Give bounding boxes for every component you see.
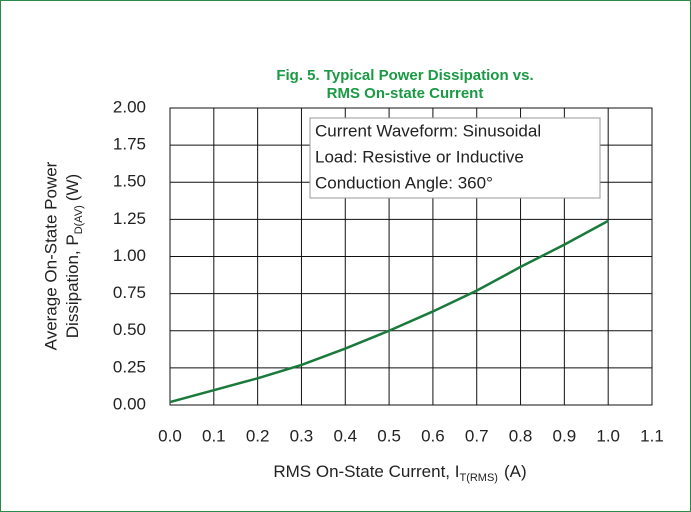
y-tick-label: 1.75: [113, 135, 146, 154]
x-tick-label: 0.9: [553, 426, 577, 445]
x-tick-label: 0.8: [509, 426, 533, 445]
x-axis-label: RMS On-State Current, IT(RMS) (A): [273, 462, 526, 483]
y-label-sub: D(AV): [73, 205, 85, 234]
x-tick-label: 1.1: [640, 426, 664, 445]
y-tick-label: 1.50: [113, 172, 146, 191]
x-tick-label: 0.0: [158, 426, 182, 445]
y-axis-label: Average On-State Power Dissipation, PD(A…: [41, 161, 84, 350]
x-tick-label: 1.0: [596, 426, 620, 445]
x-tick-label: 0.5: [377, 426, 401, 445]
x-label-sub: T(RMS): [459, 472, 498, 484]
y-tick-label: 1.00: [113, 246, 146, 265]
x-tick-label: 0.6: [421, 426, 445, 445]
annotation: Load: Resistive or Inductive: [315, 147, 524, 166]
annotation-box: [309, 117, 601, 199]
y-tick-label: 2.00: [113, 97, 146, 116]
y-tick-label: 0.00: [113, 394, 146, 413]
x-tick-label: 0.4: [333, 426, 357, 445]
y-tick-label: 0.75: [113, 283, 146, 302]
chart-title: RMS On-state Current: [327, 85, 484, 102]
x-label-unit: (A): [504, 462, 527, 481]
x-tick-label: 0.2: [246, 426, 270, 445]
annotation: Current Waveform: Sinusoidal: [315, 121, 541, 140]
y-label-text: Average On-State Power: [41, 161, 60, 350]
y-label-unit: (W): [63, 174, 82, 201]
x-tick-label: 0.1: [202, 426, 226, 445]
data-line: [169, 219, 609, 404]
plot-area: 0.00 0.25 0.50 0.75 1.00 1.25 1.50 1.75 2.00 0.0 0…: [113, 97, 664, 445]
annotation: Conduction Angle: 360°: [315, 173, 493, 192]
y-label-line: Dissipation, PD(AV) (W): [63, 174, 84, 338]
chart-title: Fig. 5. Typical Power Dissipation vs.: [276, 67, 533, 84]
y-tick-label: 1.25: [113, 209, 146, 228]
y-label-text: Dissipation, P: [63, 234, 82, 338]
y-tick-label: 0.25: [113, 357, 146, 376]
x-label-text: RMS On-State Current, I: [273, 462, 459, 481]
y-tick-label: 0.50: [113, 320, 146, 339]
x-tick-label: 0.7: [465, 426, 489, 445]
x-tick-label: 0.3: [290, 426, 314, 445]
